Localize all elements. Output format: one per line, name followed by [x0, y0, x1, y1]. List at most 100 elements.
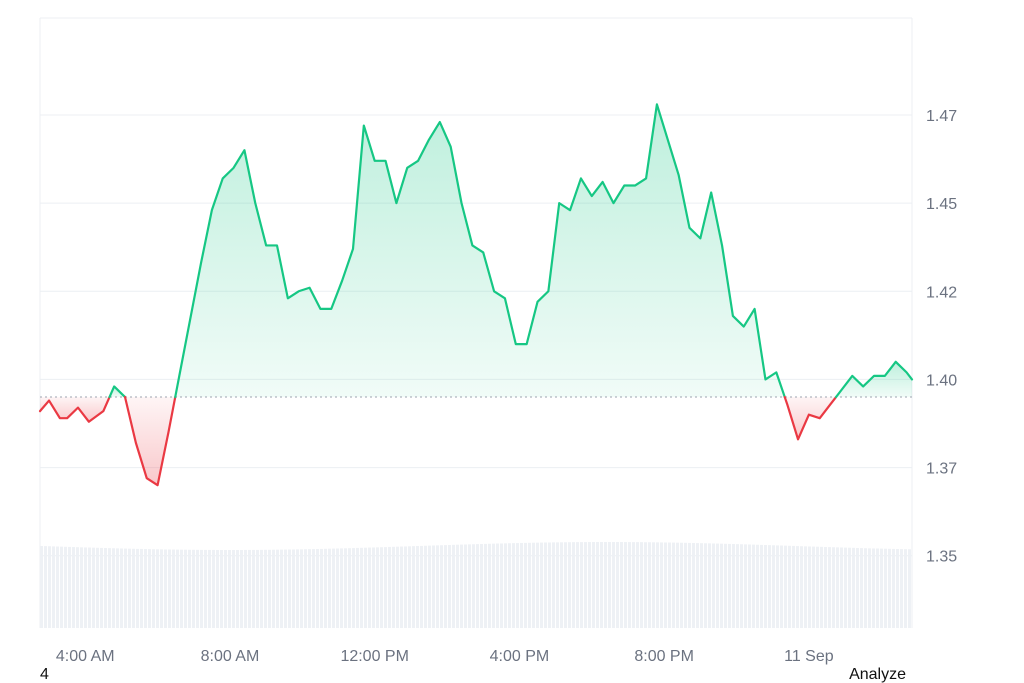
- volume-bar: [564, 542, 567, 628]
- volume-bar: [872, 548, 875, 628]
- volume-bar: [828, 547, 831, 628]
- volume-bar: [88, 547, 91, 628]
- volume-bar: [516, 543, 519, 628]
- volume-bar: [192, 549, 195, 628]
- volume-bar: [244, 549, 247, 628]
- volume-bar: [868, 548, 871, 628]
- volume-bar: [444, 545, 447, 628]
- volume-bar: [740, 544, 743, 628]
- volume-bar: [376, 547, 379, 628]
- volume-bar: [460, 544, 463, 628]
- series-line-up: [174, 103, 786, 399]
- volume-bar: [904, 549, 907, 628]
- volume-bar: [476, 544, 479, 628]
- volume-bar: [696, 543, 699, 628]
- volume-bar: [428, 545, 431, 628]
- x-tick-label: 8:00 AM: [201, 648, 260, 665]
- volume-bar: [832, 547, 835, 628]
- volume-bar: [908, 549, 911, 628]
- volume-bar: [688, 542, 691, 628]
- volume-bar: [64, 546, 67, 628]
- analyze-link[interactable]: Analyze: [849, 666, 906, 683]
- volume-bar: [360, 547, 363, 628]
- volume-bar: [116, 548, 119, 628]
- volume-bar: [208, 549, 211, 628]
- volume-bar: [40, 546, 43, 628]
- volume-bar: [796, 546, 799, 628]
- series-line-up: [108, 385, 127, 399]
- area-fill-down: [125, 397, 176, 486]
- volume-bar: [860, 548, 863, 628]
- volume-bar: [756, 544, 759, 628]
- volume-bar: [556, 542, 559, 628]
- volume-bar: [728, 543, 731, 628]
- volume-bar: [344, 548, 347, 628]
- volume-bar: [48, 546, 51, 628]
- volume-bar: [324, 548, 327, 628]
- volume-bar: [808, 546, 811, 628]
- volume-bar: [776, 545, 779, 628]
- y-tick-label: 1.37: [926, 461, 957, 478]
- volume-bar: [264, 549, 267, 628]
- volume-bar: [464, 544, 467, 628]
- volume-bar: [548, 542, 551, 628]
- volume-bar: [632, 542, 635, 628]
- volume-bar: [804, 546, 807, 628]
- volume-bar: [272, 549, 275, 628]
- volume-bar: [656, 542, 659, 628]
- y-tick-label: 1.47: [926, 108, 957, 125]
- volume-bar: [576, 542, 579, 628]
- volume-bar: [348, 548, 351, 628]
- volume-bar: [720, 543, 723, 628]
- volume-bar: [592, 542, 595, 628]
- volume-bar: [540, 542, 543, 628]
- volume-bar: [172, 549, 175, 628]
- volume-bar: [132, 548, 135, 628]
- volume-bar: [820, 546, 823, 628]
- volume-bar: [184, 549, 187, 628]
- volume-bar: [644, 542, 647, 628]
- volume-bar: [536, 542, 539, 628]
- y-tick-label: 1.42: [926, 284, 957, 301]
- x-tick-label: 4:00 AM: [56, 648, 115, 665]
- footer-left-text: 4: [40, 666, 49, 683]
- volume-bar: [416, 546, 419, 628]
- volume-bar: [144, 549, 147, 628]
- volume-bar: [792, 545, 795, 628]
- volume-bar: [552, 542, 555, 628]
- volume-bar: [176, 549, 179, 628]
- volume-bar: [156, 549, 159, 628]
- volume-bar: [712, 543, 715, 628]
- volume-bar: [256, 549, 259, 628]
- volume-bar: [736, 544, 739, 628]
- volume-bar: [836, 547, 839, 628]
- volume-bar: [268, 549, 271, 628]
- y-tick-label: 1.40: [926, 372, 957, 389]
- volume-bar: [112, 548, 115, 628]
- volume-bar: [136, 548, 139, 628]
- volume-bar: [80, 547, 83, 628]
- volume-bar: [140, 548, 143, 628]
- volume-bar: [52, 546, 55, 628]
- volume-bar: [584, 542, 587, 628]
- volume-bar: [372, 547, 375, 628]
- volume-bar: [292, 549, 295, 628]
- volume-bar: [288, 549, 291, 628]
- volume-bar: [700, 543, 703, 628]
- volume-bar: [888, 548, 891, 628]
- volume-bar: [892, 548, 895, 628]
- volume-bar: [764, 545, 767, 628]
- volume-bar: [508, 543, 511, 628]
- volume-bar: [704, 543, 707, 628]
- volume-bar: [800, 546, 803, 628]
- volume-bar: [648, 542, 651, 628]
- volume-bar: [884, 548, 887, 628]
- volume-bar: [436, 545, 439, 628]
- volume-bar: [520, 542, 523, 628]
- volume-bar: [668, 542, 671, 628]
- volume-bar: [600, 542, 603, 628]
- volume-bar: [124, 548, 127, 628]
- volume-bar: [652, 542, 655, 628]
- volume-bar: [260, 549, 263, 628]
